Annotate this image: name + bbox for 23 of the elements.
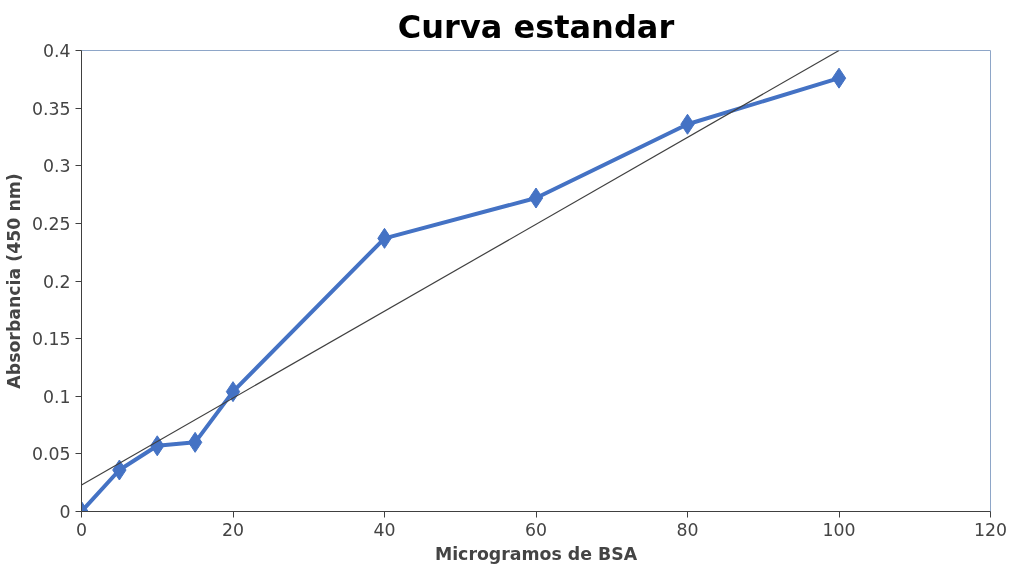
y-tick-label: 0.1 [42, 386, 71, 407]
x-tick-label: 120 [973, 519, 1008, 540]
point [831, 67, 847, 89]
y-tick-label: 0.15 [31, 329, 71, 350]
point [528, 187, 544, 209]
x-axis-title: Microgramos de BSA [434, 543, 638, 564]
y-axis-title: Absorbancia (450 nm) [3, 173, 24, 389]
x-tick-label: 0 [75, 519, 88, 540]
chart-title: Curva estandar [397, 7, 675, 46]
y-tick-label: 0.05 [31, 444, 71, 465]
x-tick-label: 60 [524, 519, 548, 540]
y-tick-label: 0.25 [31, 213, 71, 234]
y-tick-label: 0.35 [31, 98, 71, 119]
x-tick-label: 80 [676, 519, 699, 540]
x-tick-label: 100 [822, 519, 856, 540]
x-tick-label: 20 [221, 519, 245, 540]
y-tick-label: 0.2 [42, 271, 71, 292]
x-tick-label: 40 [373, 519, 396, 540]
y-tick-label: 0 [59, 502, 71, 522]
y-tick-label: 0.3 [42, 156, 71, 177]
y-tick-label: 0.4 [42, 41, 71, 61]
point [187, 431, 203, 453]
point [225, 381, 241, 403]
